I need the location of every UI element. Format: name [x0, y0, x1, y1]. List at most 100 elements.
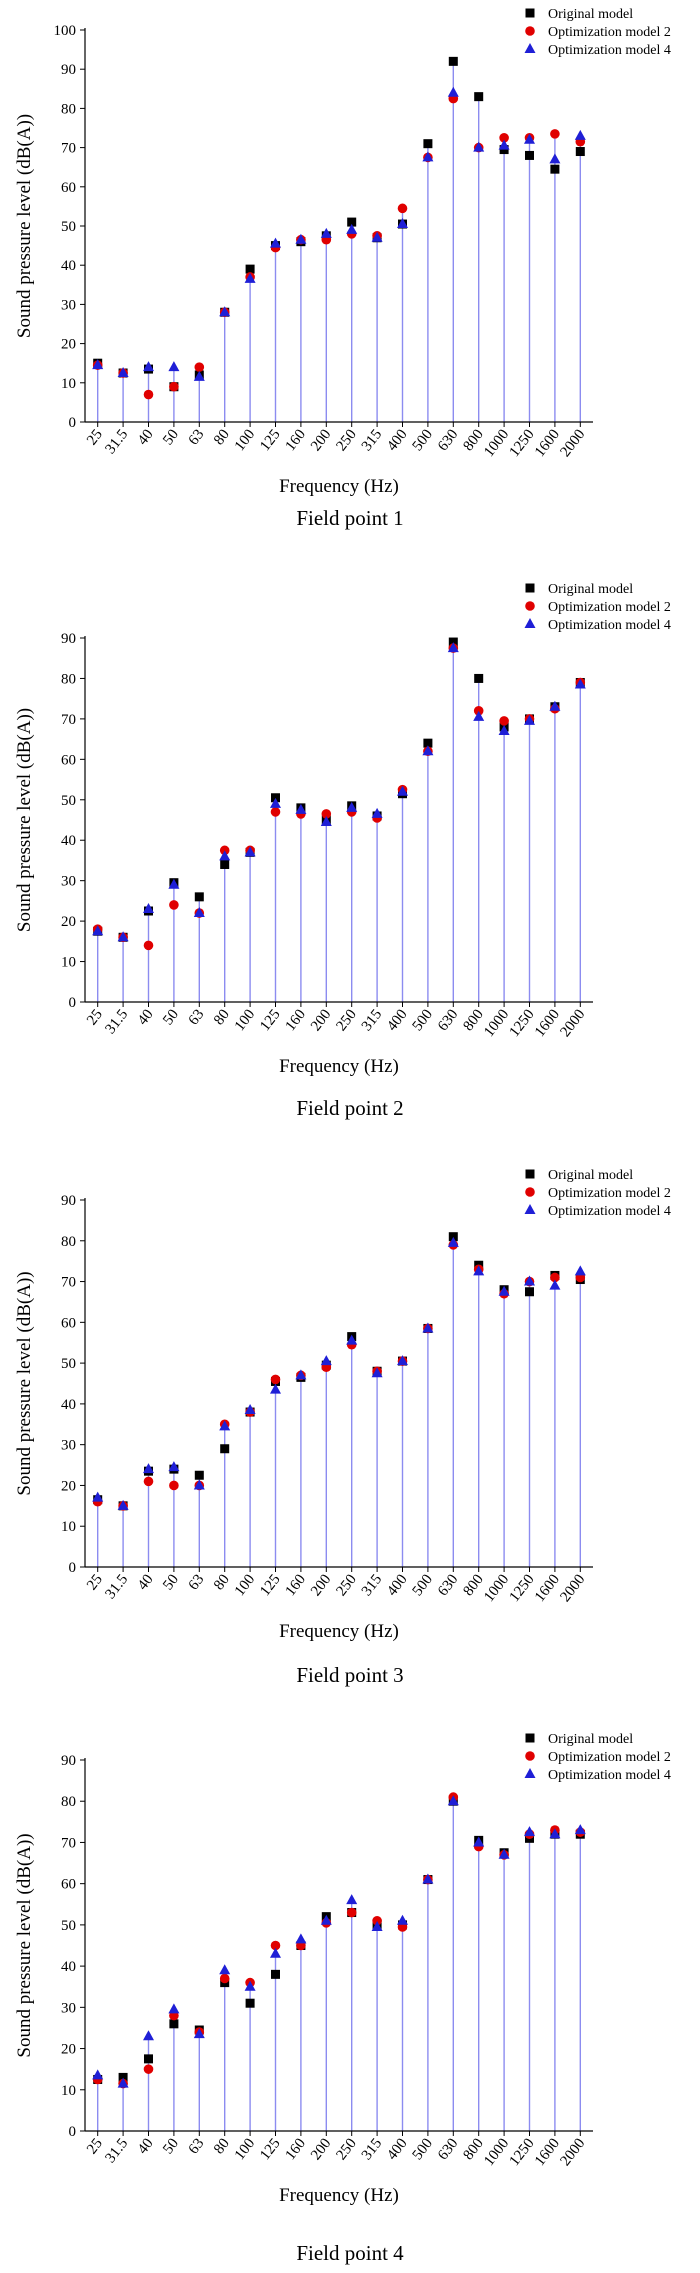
chart-caption: Field point 2 [296, 1096, 403, 1120]
data-point-s3 [549, 700, 561, 711]
x-tick-label: 200 [308, 1572, 334, 1600]
y-tick-label: 90 [61, 62, 76, 78]
y-tick-label: 80 [61, 671, 76, 687]
legend-marker-3 [524, 43, 536, 53]
data-point-s3 [295, 1369, 307, 1380]
legend-label: Optimization model 2 [548, 600, 671, 615]
data-point-s1 [194, 1470, 204, 1480]
legend-marker-3 [524, 1768, 536, 1778]
x-tick-label: 2000 [557, 1007, 588, 1040]
data-point-s3 [574, 678, 586, 689]
x-tick-label: 31.5 [102, 2136, 131, 2167]
data-point-s1 [550, 164, 560, 174]
data-point-s3 [422, 151, 434, 162]
data-point-s2 [321, 809, 332, 819]
x-tick-label: 50 [160, 1572, 182, 1594]
y-tick-label: 60 [61, 1315, 76, 1331]
x-axis-label: Frequency (Hz) [279, 1056, 399, 1077]
data-point-s3 [498, 1848, 510, 1859]
data-point-s2 [270, 1940, 281, 1951]
x-tick-label: 1000 [481, 1007, 512, 1040]
data-point-s3 [193, 1479, 205, 1490]
data-point-s3 [498, 1285, 510, 1296]
x-tick-label: 500 [410, 1572, 436, 1600]
legend-marker-2 [525, 1187, 535, 1197]
x-tick-label: 250 [333, 2136, 359, 2164]
data-point-s3 [524, 714, 535, 725]
data-point-s3 [473, 1836, 485, 1847]
data-point-s3 [473, 1265, 485, 1276]
data-point-s3 [219, 1964, 231, 1975]
data-point-s2 [194, 362, 205, 372]
y-tick-label: 30 [61, 297, 76, 313]
y-tick-label: 90 [61, 1193, 76, 1209]
data-point-s3 [143, 2030, 154, 2041]
y-tick-label: 50 [61, 1918, 76, 1934]
data-point-s1 [575, 147, 585, 157]
data-point-s3 [549, 153, 561, 164]
x-tick-label: 1250 [507, 427, 538, 460]
data-point-s3 [193, 907, 205, 918]
data-point-s3 [295, 1933, 307, 1944]
legend: Original model Optimization model 2 Optimi… [524, 1732, 671, 1783]
data-point-s1 [423, 738, 433, 748]
data-point-s2 [143, 2064, 154, 2074]
x-tick-label: 63 [186, 1007, 208, 1029]
data-point-s3 [422, 745, 434, 756]
data-point-s3 [397, 785, 408, 796]
y-tick-label: 10 [61, 376, 76, 392]
data-point-s3 [117, 367, 129, 377]
x-tick-label: 1250 [507, 2136, 538, 2169]
data-point-s3 [422, 1873, 434, 1884]
data-point-s2 [473, 706, 484, 716]
data-point-s1 [169, 2019, 179, 2029]
y-tick-label: 70 [61, 141, 76, 157]
x-tick-label: 50 [160, 2136, 182, 2158]
data-point-s1 [220, 1444, 230, 1454]
y-tick-label: 0 [69, 2124, 77, 2140]
y-tick-label: 0 [69, 415, 77, 431]
legend-label: Original model [548, 7, 633, 22]
x-tick-label: 315 [359, 2136, 385, 2164]
x-tick-label: 160 [283, 2136, 309, 2164]
x-tick-label: 63 [186, 1572, 208, 1594]
x-tick-label: 125 [257, 1007, 283, 1035]
x-tick-label: 25 [84, 427, 106, 449]
legend-marker-1 [525, 1169, 535, 1179]
data-point-s3 [447, 1236, 459, 1247]
legend-marker-3 [524, 1204, 536, 1214]
y-tick-label: 80 [61, 1234, 76, 1250]
data-point-s3 [244, 846, 256, 857]
data-point-s3 [244, 1980, 256, 1991]
y-tick-label: 90 [61, 631, 76, 647]
y-tick-label: 50 [61, 1356, 76, 1372]
x-tick-label: 1000 [481, 1572, 512, 1605]
data-point-s2 [270, 807, 281, 817]
x-tick-label: 125 [257, 2136, 283, 2164]
data-point-s3 [574, 129, 586, 140]
y-tick-label: 30 [61, 874, 76, 890]
x-tick-label: 1600 [532, 2136, 563, 2169]
data-point-s3 [447, 1795, 459, 1806]
y-tick-label: 0 [69, 995, 77, 1011]
x-tick-label: 250 [333, 427, 359, 455]
data-point-s3 [270, 1947, 281, 1958]
x-tick-label: 630 [435, 1007, 461, 1035]
x-tick-label: 80 [211, 2136, 233, 2158]
legend-marker-1 [525, 8, 535, 18]
data-point-s3 [473, 710, 485, 721]
data-point-s1 [423, 139, 433, 149]
data-point-s1 [448, 56, 458, 66]
data-point-s3 [473, 141, 485, 152]
data-point-s1 [245, 264, 255, 274]
data-point-s3 [346, 801, 358, 812]
x-tick-label: 1000 [481, 2136, 512, 2169]
data-point-s2 [219, 1973, 230, 1984]
y-tick-label: 50 [61, 219, 76, 235]
y-tick-label: 0 [69, 1560, 77, 1576]
y-tick-label: 40 [61, 833, 76, 849]
legend-marker-1 [525, 583, 535, 593]
data-point-s2 [372, 1915, 382, 1926]
